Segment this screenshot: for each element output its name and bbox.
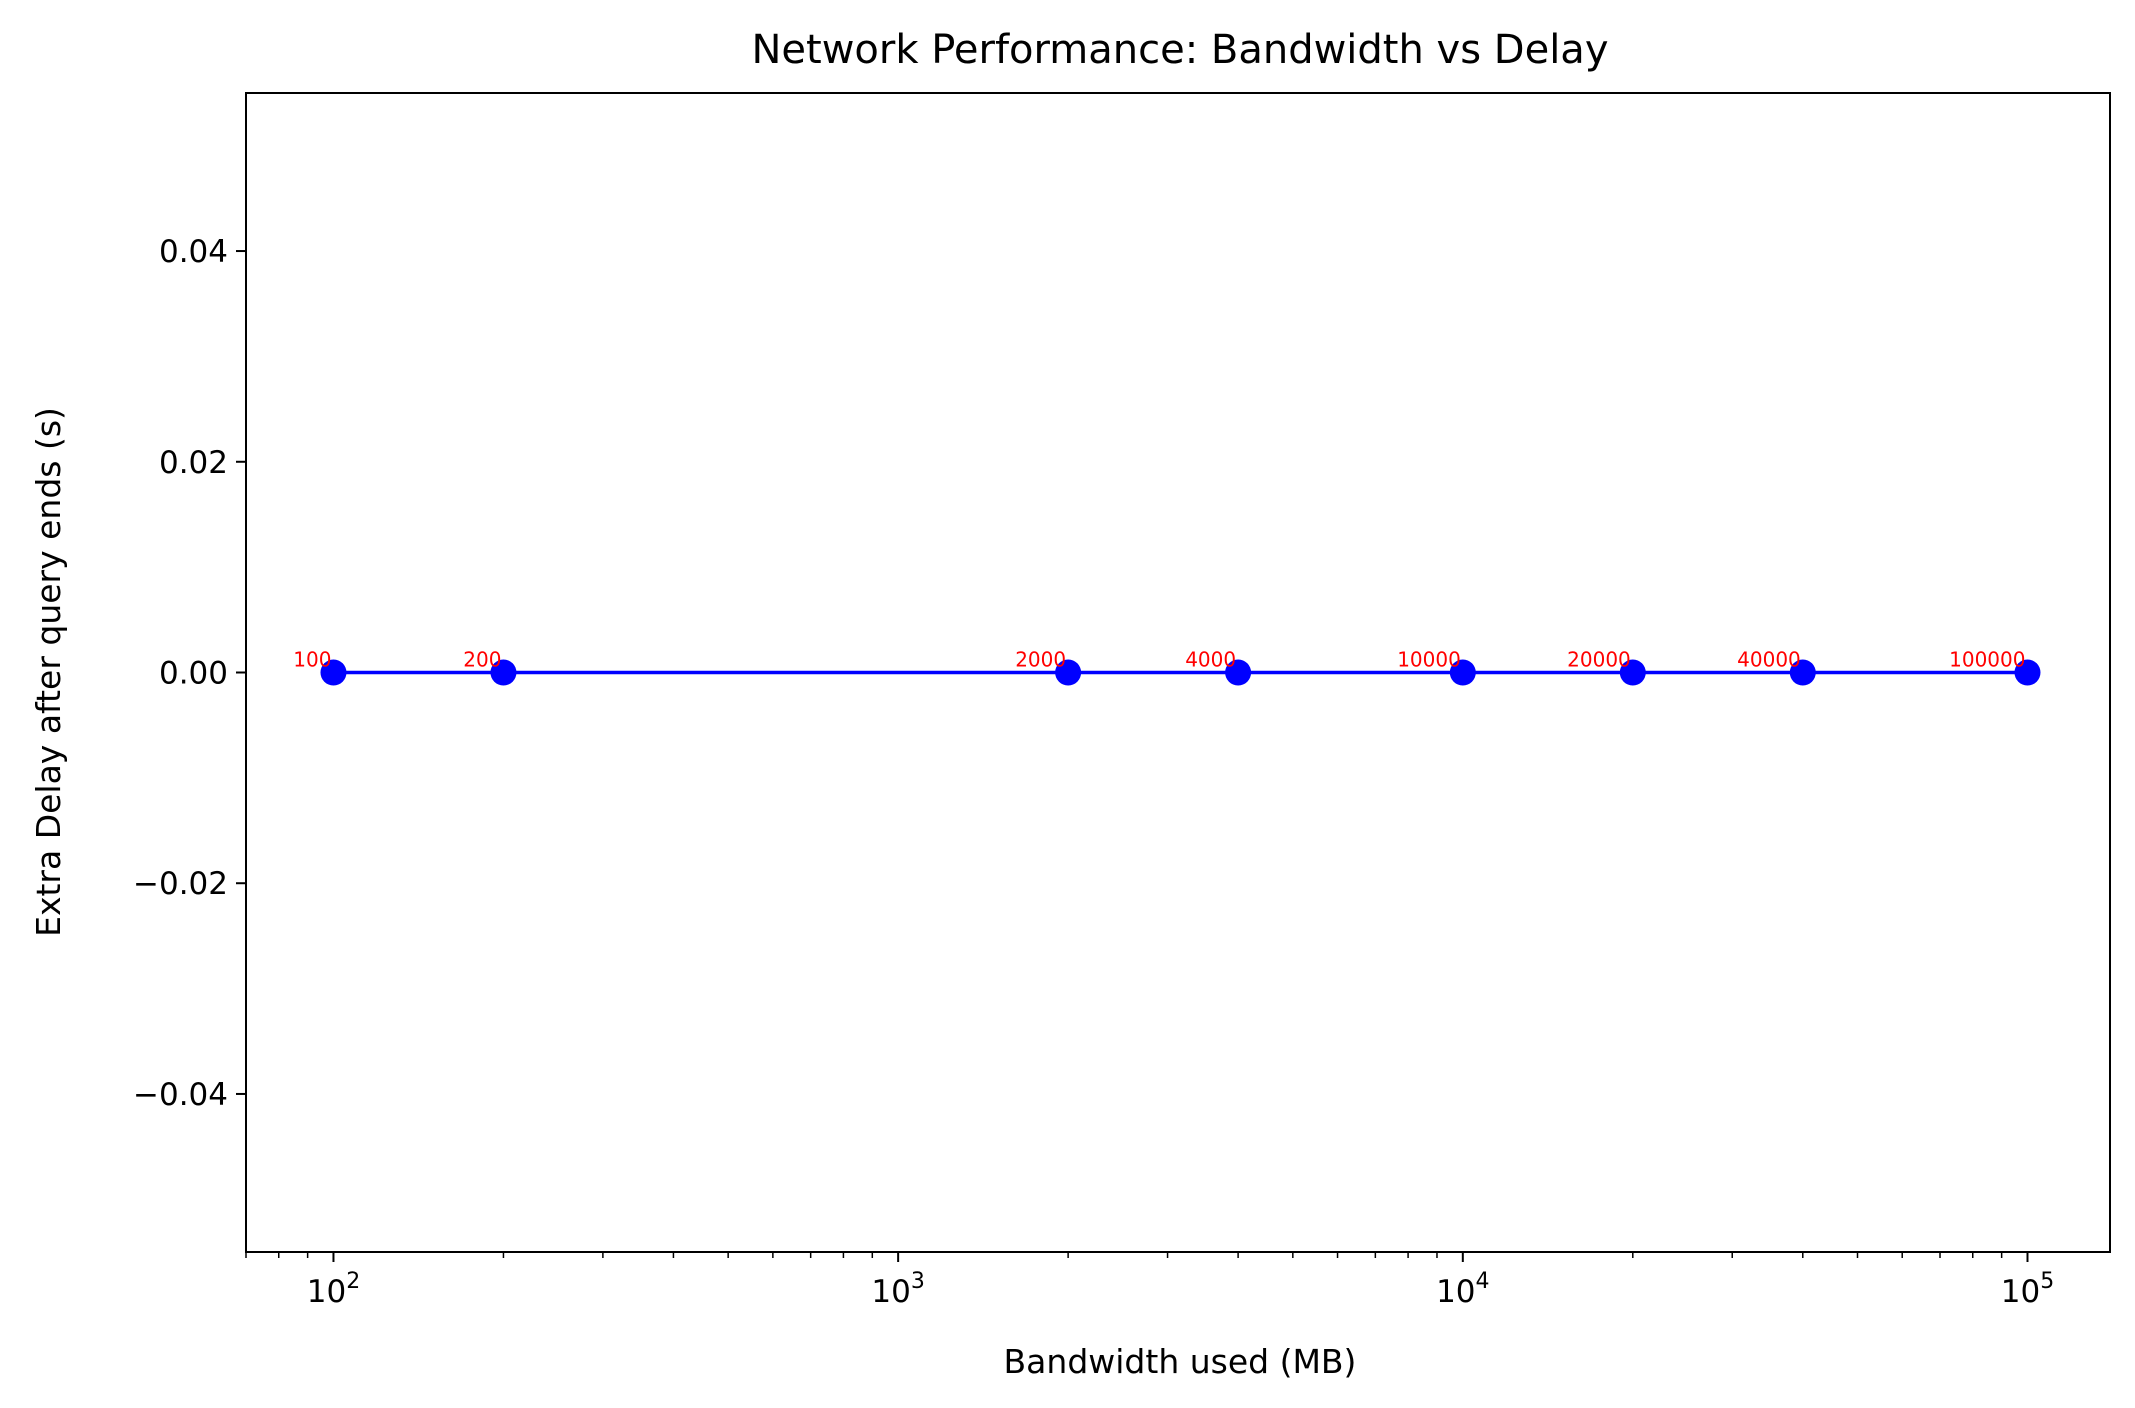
y-axis-ticks: 0.04 0.02 0.00 −0.02 −0.04 — [133, 234, 246, 1113]
data-point — [1449, 659, 1476, 686]
data-point-label: 40000 — [1737, 648, 1801, 672]
data-point-label: 20000 — [1567, 648, 1631, 672]
x-tick-label: 103 — [871, 1269, 924, 1310]
x-tick-label: 105 — [2001, 1269, 2054, 1310]
y-tick-label: 0.00 — [159, 656, 228, 692]
data-point-label: 2000 — [1015, 648, 1066, 672]
data-point — [490, 659, 517, 686]
x-axis-title: Bandwidth used (MB) — [1004, 1342, 1357, 1381]
x-tick-label: 104 — [1436, 1269, 1489, 1310]
y-tick-label: 0.02 — [159, 445, 228, 481]
data-point — [1619, 659, 1646, 686]
data-point-label: 10000 — [1397, 648, 1461, 672]
chart-title: Network Performance: Bandwidth vs Delay — [752, 27, 1609, 73]
data-point-label: 100 — [293, 648, 331, 672]
data-point-label: 200 — [463, 648, 501, 672]
y-tick-label: −0.02 — [133, 866, 228, 902]
data-point — [1055, 659, 1082, 686]
plot-area-frame — [245, 92, 2111, 1253]
data-point — [1789, 659, 1816, 686]
data-point — [2014, 659, 2041, 686]
series-layer: 100 200 2000 4000 10000 20000 40000 100000 — [293, 648, 2041, 686]
data-point-label: 4000 — [1185, 648, 1236, 672]
data-point — [320, 659, 347, 686]
data-point-label: 100000 — [1949, 648, 2025, 672]
y-tick-label: 0.04 — [159, 234, 228, 270]
y-tick-label: −0.04 — [133, 1077, 228, 1113]
y-axis-title: Extra Delay after query ends (s) — [29, 407, 68, 937]
x-axis-ticks: 102 103 104 105 — [245, 1252, 2054, 1310]
data-point — [1225, 659, 1252, 686]
x-tick-label: 102 — [307, 1269, 360, 1310]
